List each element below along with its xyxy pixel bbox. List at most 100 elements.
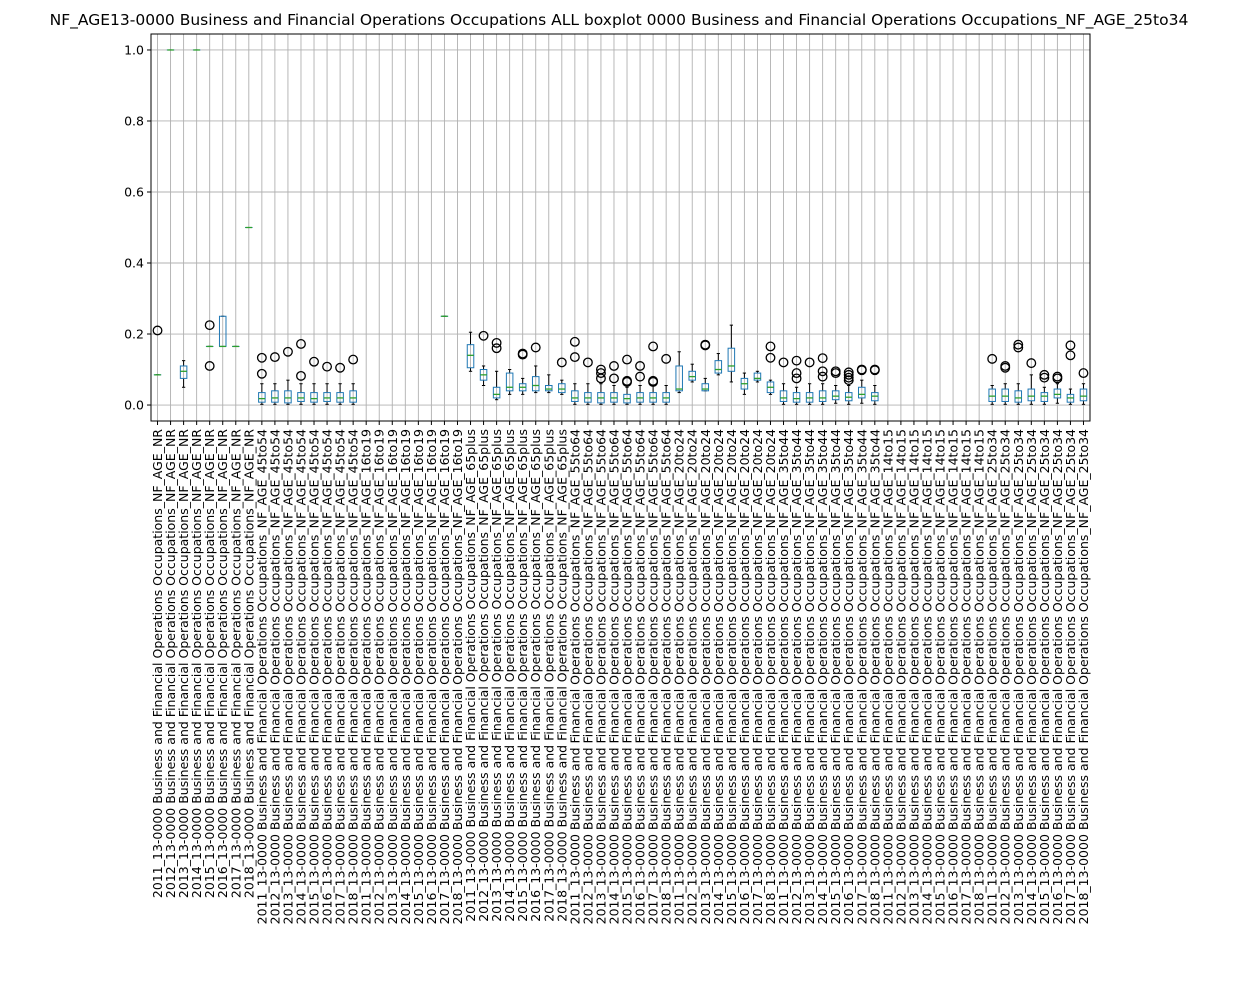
outlier-point: [843, 367, 854, 378]
iqr-box: [558, 383, 566, 394]
iqr-box: [571, 390, 579, 402]
box-group: [675, 351, 683, 394]
x-tick-label: 2014_13-0000 Business and Financial Oper…: [711, 429, 726, 924]
outlier-point: [530, 342, 541, 353]
outlier-point: [635, 371, 646, 382]
x-tick-label: 2016_13-0000 Business and Financial Oper…: [737, 429, 752, 924]
iqr-box: [258, 392, 266, 403]
box-group: [856, 364, 867, 404]
box-group: [309, 356, 319, 405]
iqr-box: [492, 386, 501, 399]
x-tick-label: 2013_13-0000 Business and Financial Oper…: [176, 429, 191, 898]
outlier-point: [309, 356, 319, 367]
box-group: [1052, 371, 1063, 404]
x-tick-label: 2017_13-0000 Business and Financial Oper…: [646, 429, 661, 924]
x-tick-label: 2016_13-0000 Business and Financial Oper…: [528, 429, 543, 922]
outlier-point: [648, 375, 659, 386]
outlier-point: [256, 352, 267, 363]
outlier-point: [661, 353, 672, 364]
box-group: [282, 346, 293, 405]
x-tick-label: 2014_13-0000 Business and Financial Oper…: [606, 429, 621, 924]
outlier-point: [348, 354, 359, 365]
x-tick-label: 2016_13-0000 Business and Financial Oper…: [633, 429, 648, 924]
x-tick-label: 2018_13-0000 Business and Financial Oper…: [346, 429, 361, 924]
x-tick-label: 2011_13-0000 Business and Financial Oper…: [254, 429, 269, 924]
x-tick-label: 2013_13-0000 Business and Financial Oper…: [1011, 429, 1026, 924]
x-tick-label: 2018_13-0000 Business and Financial Oper…: [867, 429, 882, 924]
box-group: [545, 374, 553, 394]
box-group: [296, 339, 306, 405]
x-tick-label: 2011_13-0000 Business and Financial Oper…: [567, 429, 582, 924]
outlier-point: [322, 361, 333, 372]
x-tick-label: 2012_13-0000 Business and Financial Oper…: [685, 429, 700, 924]
box-group: [179, 360, 188, 388]
box-group: [740, 372, 749, 395]
x-tick-label: 2016_13-0000 Business and Financial Oper…: [424, 429, 439, 924]
y-tick-label: 0.2: [124, 327, 144, 342]
outlier-point: [765, 352, 776, 363]
iqr-box: [349, 390, 357, 403]
box-group: [843, 367, 854, 405]
x-tick-label: 2014_13-0000 Business and Financial Oper…: [919, 429, 934, 924]
x-tick-label: 2014_13-0000 Business and Financial Oper…: [293, 429, 308, 924]
x-tick-label: 2014_13-0000 Business and Financial Oper…: [189, 429, 204, 898]
iqr-box: [779, 390, 788, 402]
x-tick-label: 2011_13-0000 Business and Financial Oper…: [359, 429, 374, 924]
grid-lines: [151, 34, 1090, 421]
outlier-point: [791, 373, 802, 384]
x-tick-label: 2015_13-0000 Business and Financial Oper…: [933, 429, 948, 924]
x-tick-label: 2015_13-0000 Business and Financial Oper…: [307, 429, 322, 924]
iqr-box: [701, 383, 710, 392]
x-tick-label: 2011_13-0000 Business and Financial Oper…: [463, 429, 478, 922]
box-group: [1000, 361, 1011, 405]
outlier-point: [569, 336, 580, 347]
iqr-box: [505, 372, 514, 392]
x-tick-label: 2018_13-0000 Business and Financial Oper…: [554, 429, 569, 922]
box-group: [595, 364, 606, 405]
x-tick-label: 2012_13-0000 Business and Financial Oper…: [789, 429, 804, 924]
outlier-point: [869, 364, 880, 375]
box-group: [556, 357, 567, 395]
x-tick-label: 2011_13-0000 Business and Financial Oper…: [776, 429, 791, 924]
box-group: [335, 362, 346, 405]
box-group: [609, 361, 619, 405]
outlier-point: [491, 337, 502, 348]
outlier-point: [569, 352, 580, 363]
x-tick-label: 2013_13-0000 Business and Financial Oper…: [906, 429, 921, 924]
outlier-point: [817, 353, 828, 364]
y-tick-label: 0.6: [124, 184, 144, 199]
outlier-point: [256, 368, 267, 379]
outlier-point: [817, 366, 828, 377]
iqr-box: [1040, 392, 1049, 402]
x-tick-label: 2018_13-0000 Business and Financial Oper…: [450, 429, 465, 924]
box-group: [688, 363, 696, 383]
outlier-point: [1065, 350, 1076, 361]
box-group: [530, 342, 541, 394]
outlier-point: [622, 375, 632, 386]
x-tick-label: 2017_13-0000 Business and Financial Oper…: [437, 429, 452, 924]
x-tick-label: 2015_13-0000 Business and Financial Oper…: [724, 429, 739, 924]
box-group: [869, 364, 880, 405]
x-tick-label: 2017_13-0000 Business and Financial Oper…: [333, 429, 348, 924]
iqr-box: [1027, 388, 1036, 402]
outlier-point: [609, 361, 619, 371]
iqr-box: [688, 370, 696, 381]
x-tick-label: 2012_13-0000 Business and Financial Oper…: [476, 429, 491, 922]
chart-title: NF_AGE13-0000 Business and Financial Ope…: [50, 11, 1189, 30]
iqr-box: [792, 392, 801, 403]
x-tick-label: 2015_13-0000 Business and Financial Oper…: [828, 429, 843, 924]
box-group: [635, 361, 646, 405]
x-tick-label: 2012_13-0000 Business and Financial Oper…: [163, 429, 178, 898]
outlier-point: [595, 364, 606, 375]
x-tick-label: 2015_13-0000 Business and Financial Oper…: [202, 429, 217, 898]
x-tick-label: 2011_13-0000 Business and Financial Oper…: [880, 429, 895, 924]
box-group: [778, 357, 789, 405]
box-group: [505, 369, 514, 395]
x-tick-label: 2013_13-0000 Business and Financial Oper…: [280, 429, 295, 924]
x-tick-label: 2017_13-0000 Business and Financial Oper…: [541, 429, 556, 922]
outlier-point: [843, 369, 854, 380]
x-tick-label: 2018_13-0000 Business and Financial Oper…: [972, 429, 987, 924]
outlier-point: [791, 368, 802, 379]
outlier-point: [843, 375, 854, 386]
outlier-point: [791, 355, 802, 366]
